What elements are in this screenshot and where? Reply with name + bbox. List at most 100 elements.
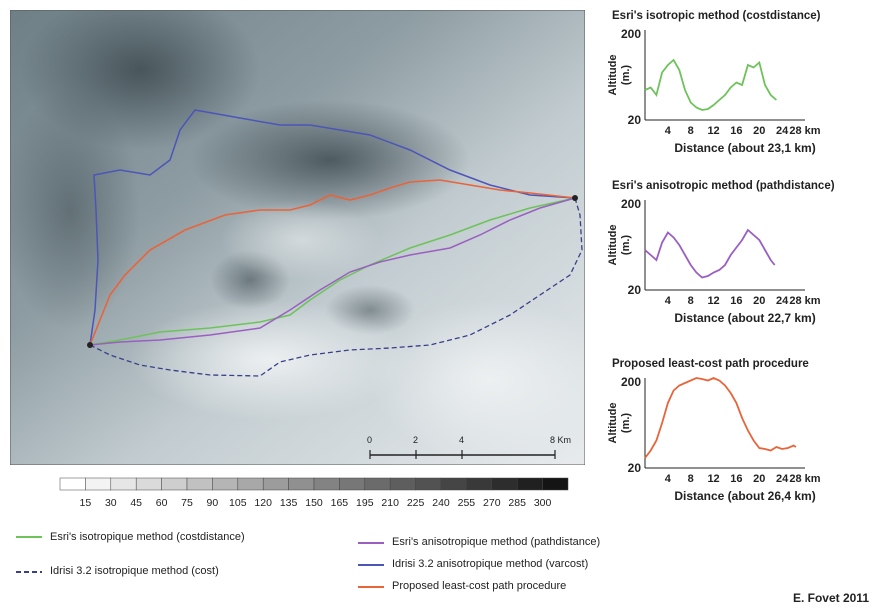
legend-label: Esri's isotropique method (costdistance) — [50, 531, 245, 543]
route-esri-costdistance — [89, 197, 576, 346]
scale-tick-label: 4 — [459, 435, 464, 445]
colorbar-tick-label: 90 — [207, 497, 219, 509]
author-credit: E. Fovet 2011 — [792, 591, 869, 605]
x-tick-label: 28 km — [789, 473, 820, 485]
x-tick-label: 20 — [753, 125, 765, 137]
route-idrisi-cost — [89, 197, 583, 377]
legend-swatch-0 — [16, 536, 42, 538]
y-axis-label: Altitude(m.) — [607, 55, 632, 96]
y-axis-label: Altitude(m.) — [607, 403, 632, 444]
y-tick-label: 20 — [628, 461, 642, 475]
legend-label: Idrisi 3.2 anisotropique method (varcost… — [392, 558, 589, 570]
colorbar-tick-label: 225 — [407, 497, 425, 509]
colorbar-cell — [212, 477, 239, 491]
colorbar-tick-label: 165 — [331, 497, 349, 509]
colorbar-tick-label: 15 — [80, 497, 92, 509]
colorbar-tick-label: 210 — [381, 497, 399, 509]
colorbar-cell — [161, 477, 188, 491]
scale-bar: 0 2 4 8 Km — [367, 435, 571, 459]
colorbar-cell — [542, 477, 569, 491]
terrain-map: 0 2 4 8 Km — [10, 10, 585, 465]
route-esri-pathdistance — [89, 197, 576, 346]
x-tick-label: 20 — [753, 473, 765, 485]
legend-label: Proposed least-cost path procedure — [392, 580, 567, 592]
x-axis-label: Distance (about 22,7 km) — [674, 311, 815, 325]
x-tick-label: 24 — [776, 295, 789, 307]
scale-tick-label: 8 Km — [550, 435, 571, 445]
colorbar-tick-label: 30 — [105, 497, 117, 509]
colorbar-tick-label: 240 — [432, 497, 450, 509]
x-tick-label: 8 — [688, 295, 694, 307]
colorbar-tick-label: 120 — [254, 497, 272, 509]
colorbar-tick-label: 150 — [305, 497, 323, 509]
y-tick-label: 200 — [621, 27, 641, 41]
colorbar-tick-label: 300 — [534, 497, 552, 509]
legend-label: Idrisi 3.2 isotropique method (cost) — [50, 565, 219, 577]
colorbar-tick-label: 270 — [483, 497, 501, 509]
colorbar-cell — [288, 477, 315, 491]
y-tick-label: 200 — [621, 375, 641, 389]
route-end-point — [572, 195, 578, 201]
profile-chart-pathdistance: 200 20 Altitude(m.) 4 8 12 16 20 24 28 km Distance… — [607, 197, 821, 325]
legend-swatch-1 — [16, 571, 42, 573]
y-axis-label: Altitude(m.) — [607, 225, 632, 266]
colorbar-tick-label: 60 — [156, 497, 168, 509]
colorbar-tick-label: 195 — [356, 497, 374, 509]
colorbar-cell — [339, 477, 366, 491]
x-tick-label: 4 — [665, 473, 672, 485]
legend-swatch-4 — [358, 586, 384, 588]
x-tick-label: 4 — [665, 295, 672, 307]
profile-title: Proposed least-cost path procedure — [612, 358, 809, 370]
x-tick-label: 12 — [707, 473, 719, 485]
colorbar-cell — [262, 477, 289, 491]
scale-tick-label: 2 — [413, 435, 418, 445]
x-axis-label: Distance (about 26,4 km) — [674, 489, 815, 503]
x-tick-label: 8 — [688, 125, 694, 137]
profile-title: Esri's anisotropic method (pathdistance) — [612, 180, 835, 192]
colorbar-tick-label: 135 — [280, 497, 298, 509]
colorbar-cell — [491, 477, 518, 491]
x-tick-label: 16 — [730, 473, 742, 485]
legend-label: Esri's anisotropique method (pathdistanc… — [392, 536, 601, 548]
legend-swatch-2 — [358, 542, 384, 544]
colorbar-cell — [516, 477, 543, 491]
colorbar-tick-label: 285 — [508, 497, 526, 509]
route-proposed — [89, 179, 576, 346]
altitude-profile-line — [644, 58, 777, 111]
altitude-profile-line — [644, 228, 776, 279]
route-start-point — [87, 342, 93, 348]
elevation-colorbar: 15 30 45 60 75 90 105 120 135 150 165 195 210 225 240 2… — [59, 477, 569, 509]
altitude-profile-line — [644, 377, 797, 459]
colorbar-cell — [186, 477, 213, 491]
scale-tick-label: 0 — [367, 435, 372, 445]
x-tick-label: 24 — [776, 125, 789, 137]
colorbar-cell — [110, 477, 137, 491]
y-tick-label: 20 — [628, 283, 642, 297]
x-tick-label: 28 km — [789, 295, 820, 307]
colorbar-cell — [440, 477, 467, 491]
colorbar-cell — [85, 477, 112, 491]
x-tick-label: 16 — [730, 125, 742, 137]
y-tick-label: 20 — [628, 113, 642, 127]
x-tick-label: 12 — [707, 295, 719, 307]
colorbar-cell — [135, 477, 162, 491]
legend-swatch-3 — [358, 564, 384, 566]
x-tick-label: 24 — [776, 473, 789, 485]
colorbar-cell — [466, 477, 493, 491]
x-tick-label: 20 — [753, 295, 765, 307]
x-tick-label: 12 — [707, 125, 719, 137]
colorbar-cell — [59, 477, 86, 491]
x-axis-label: Distance (about 23,1 km) — [674, 141, 815, 155]
profile-chart-costdistance: 200 20 Altitude(m.) 4 8 12 16 20 24 28 km Distance… — [607, 27, 821, 155]
colorbar-cell — [313, 477, 340, 491]
colorbar-cell — [364, 477, 391, 491]
x-tick-label: 16 — [730, 295, 742, 307]
x-tick-label: 4 — [665, 125, 672, 137]
colorbar-tick-label: 255 — [458, 497, 476, 509]
profile-title: Esri's isotropic method (costdistance) — [612, 10, 821, 22]
profile-chart-proposed: 200 20 Altitude(m.) 4 8 12 16 20 24 28 km Distance… — [607, 375, 821, 503]
colorbar-cell — [237, 477, 264, 491]
route-idrisi-varcost — [89, 109, 576, 346]
colorbar-tick-label: 75 — [181, 497, 193, 509]
x-tick-label: 28 km — [789, 125, 820, 137]
